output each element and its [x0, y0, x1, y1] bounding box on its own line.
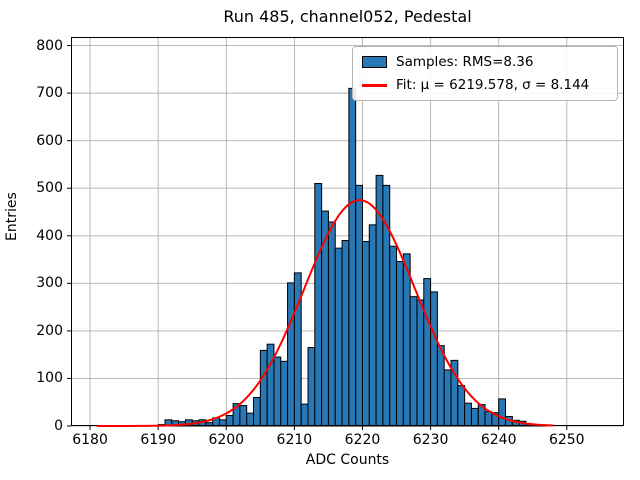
histogram-bar: [457, 385, 466, 427]
histogram-bar: [280, 360, 289, 427]
legend-entry-fit: Fit: μ = 6219.578, σ = 8.144: [362, 76, 608, 94]
histogram-bar: [327, 221, 336, 427]
histogram-bar: [293, 272, 302, 427]
histogram-bar: [484, 411, 493, 427]
histogram-bar: [361, 240, 370, 427]
histogram-bar: [259, 349, 268, 427]
legend-entry-samples: Samples: RMS=8.36: [362, 53, 608, 71]
histogram-bar: [341, 240, 350, 427]
histogram-bar: [389, 245, 398, 427]
y-tick-label: 0: [54, 418, 63, 434]
histogram-bar: [470, 407, 479, 427]
histogram-bar: [300, 403, 309, 427]
fit-swatch-icon: [362, 83, 387, 87]
histogram-bar: [443, 369, 452, 427]
plot-area: [67, 37, 624, 430]
y-tick-label: 400: [36, 227, 63, 244]
x-tick-label: 6250: [548, 432, 585, 448]
histogram-bar: [246, 412, 255, 427]
histogram-bar: [334, 247, 343, 427]
y-tick-label: 600: [36, 132, 63, 149]
histogram-bar: [430, 291, 438, 427]
x-tick-label: 6190: [140, 432, 176, 448]
legend-fit-label: Fit: μ = 6219.578, σ = 8.144: [396, 77, 590, 93]
y-tick-label: 200: [36, 322, 63, 339]
histogram-bar: [225, 415, 234, 427]
histogram-bar: [436, 345, 445, 427]
histogram-bar: [402, 253, 411, 427]
samples-swatch-icon: [362, 56, 387, 68]
histogram-bar: [355, 184, 363, 427]
histogram-bar: [423, 278, 432, 427]
histogram-bar: [273, 356, 282, 427]
x-tick-label: 6230: [412, 432, 449, 448]
y-tick-label: 300: [36, 275, 63, 292]
axes-frame: [71, 37, 624, 426]
histogram-bar: [396, 260, 404, 427]
histogram-bar: [266, 343, 275, 427]
histogram-bar: [348, 87, 357, 427]
y-tick-label: 500: [36, 180, 63, 197]
y-tick-label: 100: [36, 370, 63, 387]
x-tick-label: 6240: [480, 432, 517, 448]
x-tick-label: 6210: [276, 432, 313, 448]
chart-title: Run 485, channel052, Pedestal: [223, 7, 472, 26]
histogram-bar: [416, 299, 425, 427]
fit-curve: [96, 199, 554, 427]
x-tick-label: 6180: [72, 432, 108, 448]
legend-samples-label: Samples: RMS=8.36: [396, 54, 534, 70]
histogram-bar: [409, 296, 418, 427]
legend: Samples: RMS=8.36 Fit: μ = 6219.578, σ =…: [352, 46, 618, 101]
plot-canvas: [67, 37, 624, 430]
y-tick-label: 700: [36, 85, 63, 102]
x-tick-label: 6200: [208, 432, 245, 448]
histogram-bar: [253, 396, 261, 427]
histogram-bar: [498, 398, 507, 427]
histogram-bar: [239, 405, 248, 427]
histogram-bar: [368, 224, 377, 427]
histogram-bar: [464, 402, 472, 427]
x-tick-label: 6220: [344, 432, 381, 448]
x-axis-label: ADC Counts: [305, 452, 390, 468]
histogram-bar: [287, 282, 295, 427]
histogram-bar: [307, 347, 316, 427]
histogram-bar: [314, 182, 323, 427]
y-tick-label: 800: [36, 37, 63, 54]
